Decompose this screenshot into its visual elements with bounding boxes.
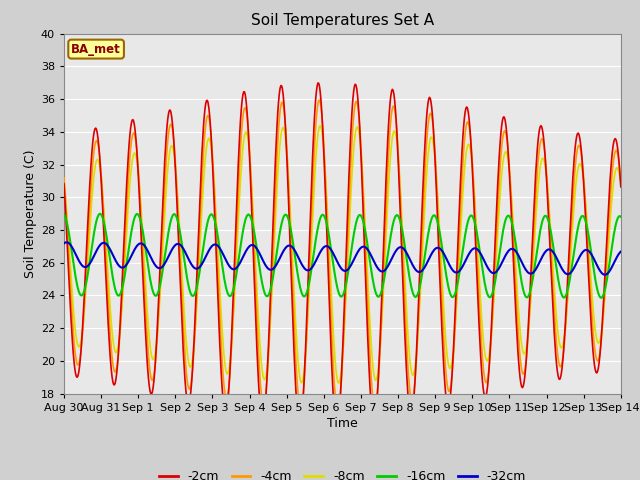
X-axis label: Time: Time — [327, 417, 358, 430]
Y-axis label: Soil Temperature (C): Soil Temperature (C) — [24, 149, 36, 278]
Legend: -2cm, -4cm, -8cm, -16cm, -32cm: -2cm, -4cm, -8cm, -16cm, -32cm — [154, 465, 531, 480]
Title: Soil Temperatures Set A: Soil Temperatures Set A — [251, 13, 434, 28]
Text: BA_met: BA_met — [71, 43, 121, 56]
